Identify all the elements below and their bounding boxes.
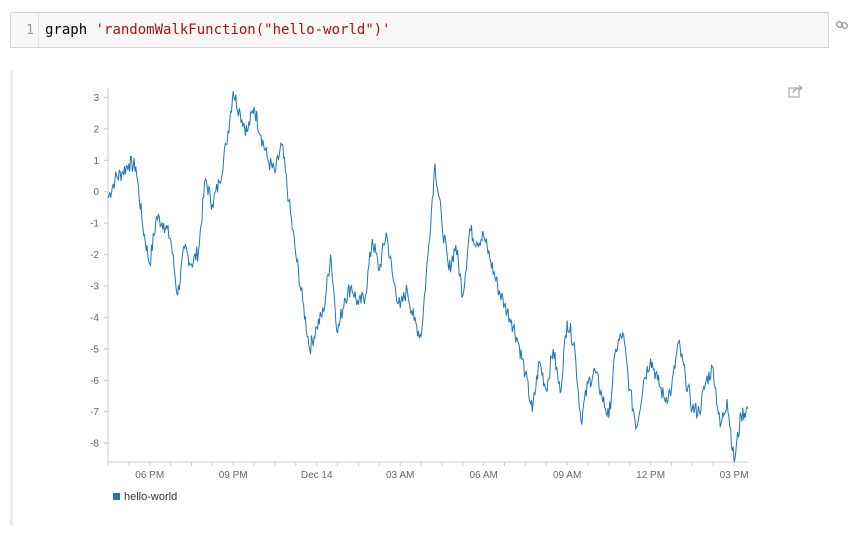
x-tick-label: 06 PM xyxy=(135,470,164,481)
x-axis: 06 PM 09 PM Dec 14 03 AM 06 AM 09 AM 12 PM 03 P… xyxy=(107,461,749,481)
series-group xyxy=(107,91,749,463)
legend-label: hello-world xyxy=(124,491,178,503)
y-tick-label: 2 xyxy=(93,124,99,135)
line-number: 1 xyxy=(26,23,34,38)
y-tick-label: -4 xyxy=(90,313,99,324)
x-tick-label: 03 PM xyxy=(720,470,749,481)
x-tick-label: 06 AM xyxy=(469,470,497,481)
x-tick-label: 09 PM xyxy=(219,470,248,481)
y-axis: 3 2 1 0 -1 -2 -3 -4 -5 -6 -7 -8 xyxy=(90,88,109,462)
code-string: 'randomWalkFunction("hello-world")' xyxy=(95,22,391,38)
series-line-hello-world xyxy=(107,91,749,463)
y-tick-label: 3 xyxy=(93,93,99,104)
y-tick-label: -8 xyxy=(90,439,99,450)
y-tick-label: -6 xyxy=(90,376,99,387)
legend-swatch xyxy=(113,493,120,500)
code-editor[interactable]: graph 'randomWalkFunction("hello-world")… xyxy=(45,22,391,38)
x-tick-label: 12 PM xyxy=(636,470,665,481)
code-cell[interactable]: 1 graph 'randomWalkFunction("hello-world… xyxy=(10,12,829,48)
y-tick-label: -1 xyxy=(90,219,99,230)
x-tick-label: 03 AM xyxy=(386,470,414,481)
x-tick-label: Dec 14 xyxy=(301,470,333,481)
output-prompt-bar xyxy=(10,70,13,525)
link-icon[interactable] xyxy=(835,18,849,32)
line-gutter: 1 xyxy=(11,13,39,47)
y-tick-label: -3 xyxy=(90,282,99,293)
code-keyword: graph xyxy=(45,22,88,38)
share-icon[interactable] xyxy=(788,84,804,98)
y-tick-label: 1 xyxy=(93,156,99,167)
y-tick-label: -2 xyxy=(90,250,99,261)
y-tick-label: -5 xyxy=(90,344,99,355)
y-tick-label: 0 xyxy=(93,187,99,198)
x-tick-label: 09 AM xyxy=(553,470,581,481)
y-tick-label: -7 xyxy=(90,407,99,418)
